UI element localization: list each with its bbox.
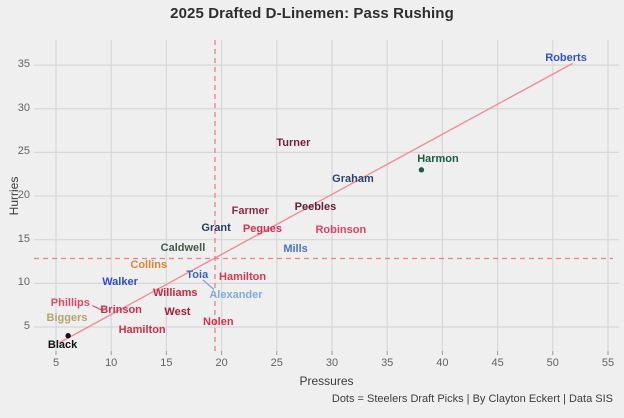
y-tick-label: 10 <box>17 276 30 289</box>
player-label: Mills <box>283 243 308 256</box>
x-tick-label: 15 <box>160 357 173 369</box>
player-label: Biggers <box>46 312 88 325</box>
x-axis-label: Pressures <box>299 374 354 388</box>
player-label: Walker <box>102 276 138 289</box>
x-tick-label: 20 <box>215 357 228 369</box>
player-label: Collins <box>130 259 168 272</box>
x-tick-label: 25 <box>270 357 283 369</box>
x-tick-label: 30 <box>325 357 339 369</box>
player-label: Caldwell <box>160 242 206 255</box>
y-tick-label: 20 <box>17 189 30 202</box>
data-point-dot <box>418 167 425 173</box>
y-tick-label: 5 <box>23 320 30 332</box>
player-label: Toia <box>186 268 209 281</box>
y-tick-label: 35 <box>17 58 30 71</box>
player-label: West <box>164 306 191 319</box>
player-label: Black <box>47 339 78 352</box>
player-label: Turner <box>276 136 311 149</box>
x-tick-label: 5 <box>52 357 60 369</box>
chart-title: 2025 Drafted D-Linemen: Pass Rushing <box>170 5 454 22</box>
player-label: Grant <box>201 222 231 235</box>
player-label: Phillips <box>50 297 90 310</box>
player-label: Peebles <box>294 200 337 213</box>
player-label: Roberts <box>545 52 587 65</box>
x-tick-label: 10 <box>105 357 118 369</box>
player-label: Nolen <box>203 315 234 328</box>
trend-line <box>58 62 574 344</box>
player-label: Hamilton <box>118 323 166 336</box>
player-label: Alexander <box>209 288 263 301</box>
leader-segment <box>92 305 104 312</box>
x-tick-label: 40 <box>436 357 449 369</box>
x-tick-label: 45 <box>491 357 504 369</box>
leader-segment <box>202 279 215 290</box>
chart-caption: Dots = Steelers Draft Picks | By Clayton… <box>331 393 613 405</box>
data-point-dot <box>65 333 71 339</box>
x-tick-label: 35 <box>381 357 394 369</box>
player-label: Robinson <box>315 224 367 237</box>
player-label: Williams <box>152 286 198 299</box>
y-tick-label: 25 <box>17 145 30 158</box>
player-label: Farmer <box>231 204 269 217</box>
player-label: Hamilton <box>219 271 267 284</box>
y-tick-label: 30 <box>17 101 30 114</box>
x-tick-label: 55 <box>601 357 615 369</box>
y-tick-label: 15 <box>17 232 30 245</box>
player-label: Graham <box>332 173 374 186</box>
x-tick-label: 50 <box>546 357 559 369</box>
player-label: Harmon <box>417 152 459 165</box>
player-label: Pegues <box>242 223 283 236</box>
player-label: Brinson <box>100 304 142 317</box>
